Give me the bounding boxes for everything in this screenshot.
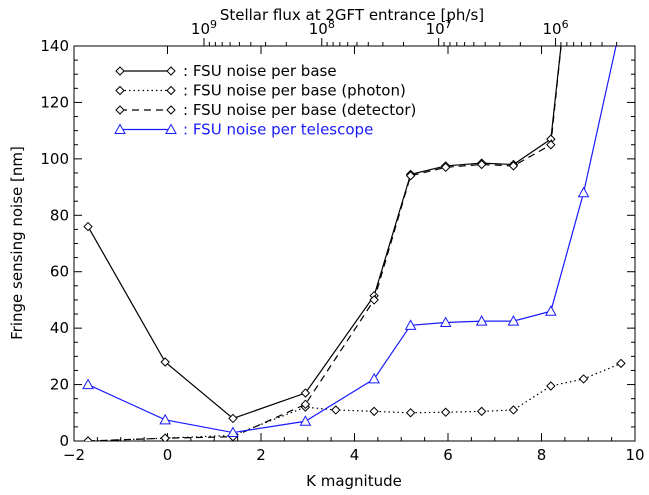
data-point [227,426,239,438]
data-point [300,399,311,410]
y-tick-label: 20 [50,376,69,394]
y-tick-label: 100 [40,150,69,168]
data-point [616,358,626,369]
data-point [439,316,452,327]
legend-marker [115,66,125,76]
x-tick-label: 2 [256,446,266,464]
data-point [616,18,626,27]
data-point [546,381,556,391]
legend-marker [165,123,177,134]
data-point [300,388,311,398]
y-tick-label: 80 [50,206,69,224]
data-point [299,415,312,426]
legend-label: : FSU noise per base [183,62,337,80]
y-tick-label: 40 [50,319,69,337]
data-point [160,357,170,367]
data-point [440,407,451,417]
data-point [508,405,519,415]
y-tick-label: 60 [50,263,69,281]
data-point [159,413,172,425]
legend-marker [166,85,176,96]
series-2 [83,46,562,441]
data-point [405,171,416,181]
y-tick-label: 120 [40,93,69,111]
legend: : FSU noise per base : FSU noise per base… [114,62,416,139]
data-point [368,372,380,384]
x-tick-label: −2 [63,446,85,464]
data-point [405,408,416,418]
data-point [545,305,557,316]
data-point [369,406,379,417]
x-tick-label: 0 [163,446,173,464]
x-tick-label: 8 [537,446,547,464]
data-point [82,378,94,390]
data-point [577,186,590,198]
data-point [160,433,170,441]
data-point [440,162,451,173]
x-axis-label: K magnitude [306,472,402,490]
series-3 [82,18,626,438]
legend-label: : FSU noise per telescope [183,121,373,139]
data-point [546,140,556,150]
top-tick-label: 107 [426,18,452,38]
legend-marker [166,66,176,76]
top-tick-label: 108 [309,18,335,38]
series-line [87,46,617,434]
data-point [83,221,93,232]
top-axis-label: Stellar flux at 2GFT entrance [ph/s] [220,6,484,24]
series-line [88,46,562,441]
series-1 [83,358,626,441]
legend-marker [114,123,126,134]
y-axis-label: Fringe sensing noise [nm] [8,146,26,340]
series-layer [82,18,626,441]
data-point [404,319,417,330]
y-tick-label: 0 [59,432,69,450]
top-tick-label: 109 [191,18,217,38]
legend-label: : FSU noise per base (detector) [183,101,416,119]
x-tick-label: 4 [350,446,360,464]
top-tick-label: 106 [542,18,568,38]
data-point [476,406,487,417]
data-point [476,159,487,170]
legend-marker [115,105,125,115]
legend-marker [115,85,125,96]
data-point [369,295,379,305]
data-point [331,405,341,415]
y-tick-label: 140 [40,37,69,55]
data-point [475,315,488,326]
data-point [507,315,520,326]
legend-marker [166,105,176,115]
data-point [228,413,238,424]
legend-label: : FSU noise per base (photon) [183,82,406,100]
data-point [508,161,519,171]
x-tick-label: 10 [625,446,644,464]
x-tick-label: 6 [443,446,453,464]
data-point [578,374,589,384]
data-point [83,436,93,441]
series-line [88,362,622,441]
